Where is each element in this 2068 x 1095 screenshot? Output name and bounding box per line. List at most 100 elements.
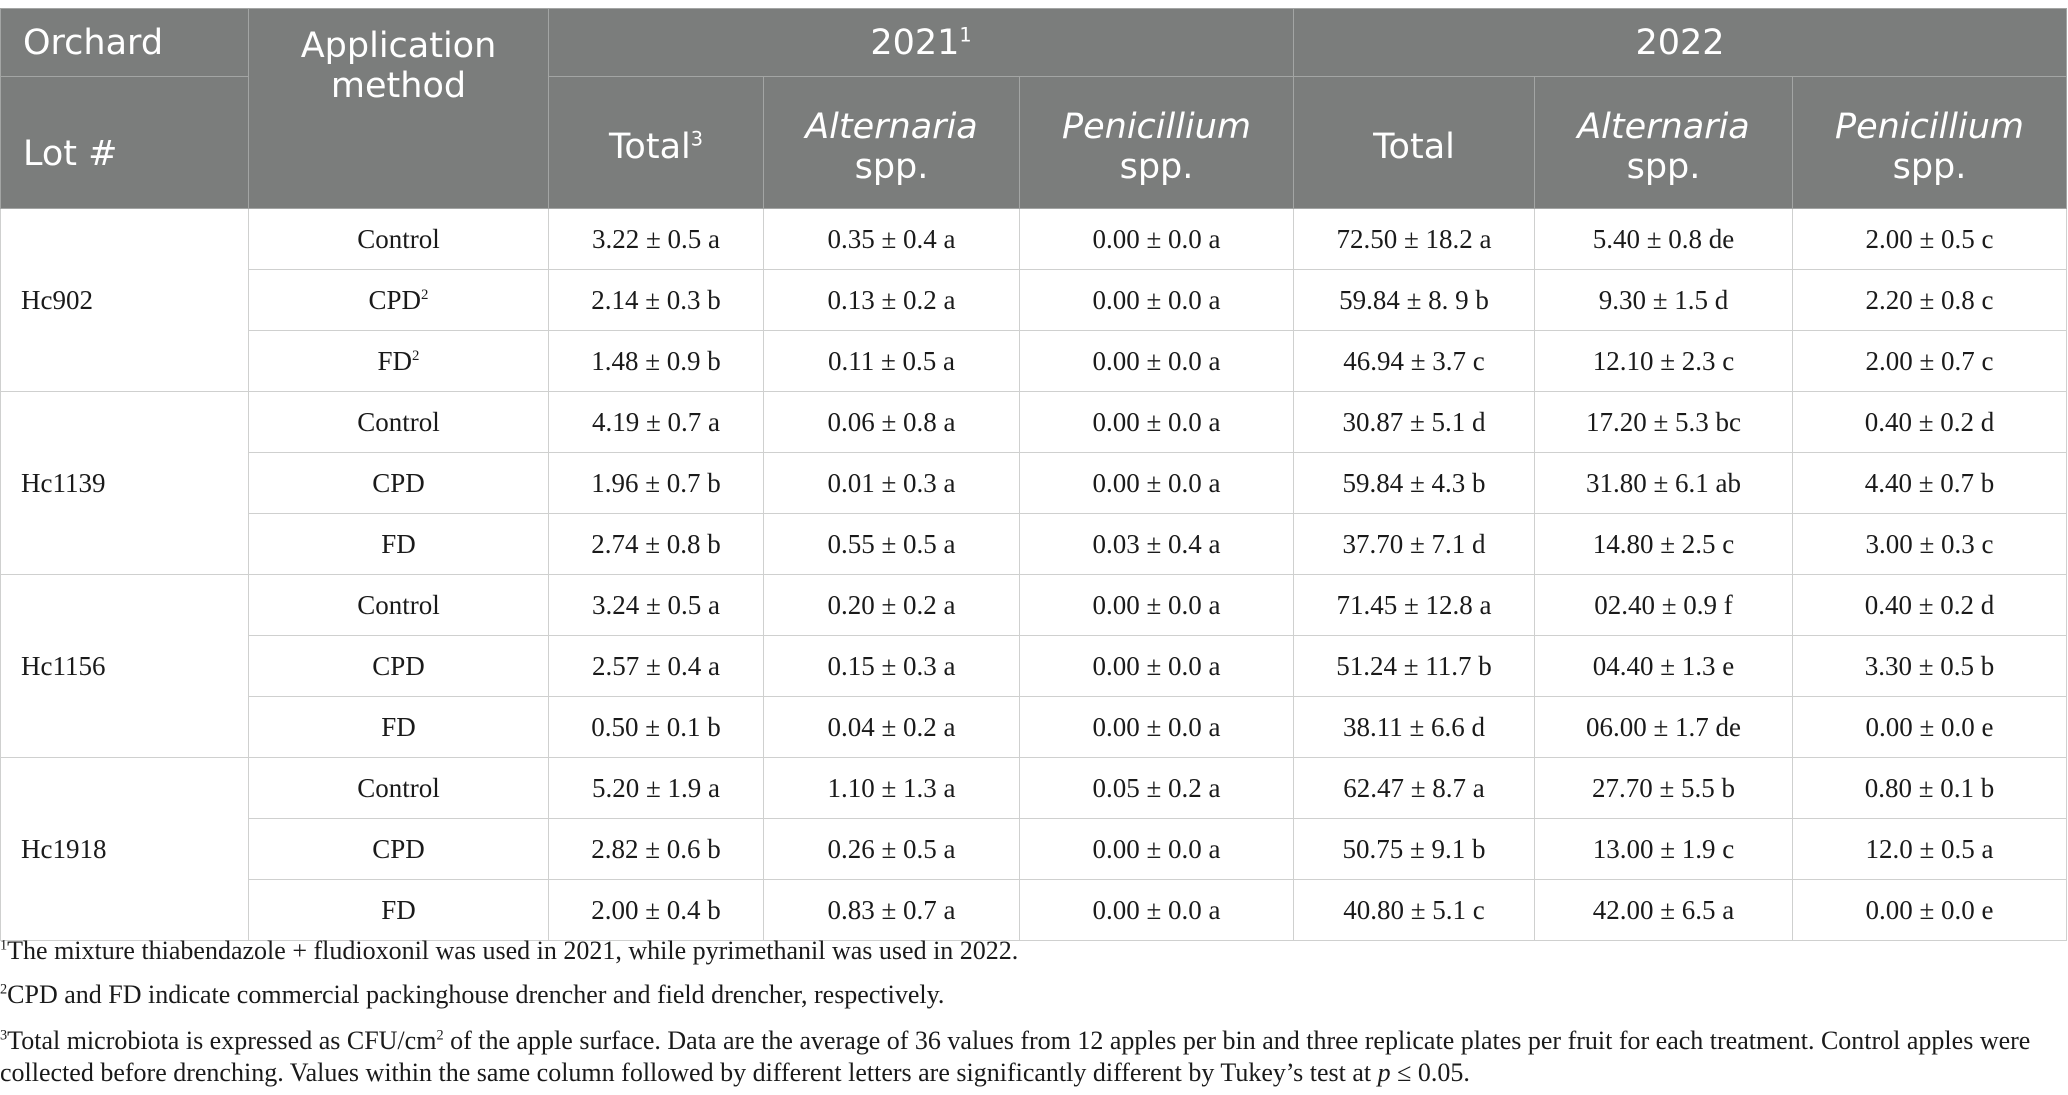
- alternaria-2021-cell: 0.20 ± 0.2 a: [763, 574, 1020, 636]
- total-2021-cell: 5.20 ± 1.9 a: [548, 757, 764, 819]
- alternaria-2022-cell: 31.80 ± 6.1 ab: [1534, 452, 1793, 514]
- table-row: CPD2 2.14 ± 0.3 b 0.13 ± 0.2 a 0.00 ± 0.…: [1, 269, 2068, 331]
- penicillium-2021-cell: 0.00 ± 0.0 a: [1019, 208, 1294, 270]
- alternaria-2022-label: Alternaria: [1577, 106, 1750, 147]
- penicillium-2021-cell: 0.00 ± 0.0 a: [1019, 391, 1294, 453]
- total-2021-cell: 2.14 ± 0.3 b: [548, 269, 764, 331]
- footnote-3: 3Total microbiota is expressed as CFU/cm…: [0, 1025, 2060, 1089]
- penicillium-2022-cell: 2.00 ± 0.5 c: [1791, 208, 2068, 270]
- penicillium-2022-cell: 3.00 ± 0.3 c: [1791, 513, 2068, 575]
- lot-name: Hc902: [0, 208, 249, 392]
- penicillium-2021-cell: 0.00 ± 0.0 a: [1019, 696, 1294, 758]
- alternaria-2022-cell: 17.20 ± 5.3 bc: [1534, 391, 1793, 453]
- lot-header: Lot #: [0, 76, 249, 209]
- penicillium-2021-cell: 0.05 ± 0.2 a: [1019, 757, 1294, 819]
- penicillium-2022-cell: 0.00 ± 0.0 e: [1791, 879, 2068, 941]
- footnote-3-text-a: Total microbiota is expressed as CFU/cm: [7, 1026, 437, 1055]
- footnote-1: 1The mixture thiabendazole + fludioxonil…: [0, 935, 2060, 967]
- alternaria-2022-cell: 9.30 ± 1.5 d: [1534, 269, 1793, 331]
- alternaria-2021-cell: 0.06 ± 0.8 a: [763, 391, 1020, 453]
- method-cell: Control: [248, 391, 549, 453]
- alternaria-2022-header: Alternaria spp.: [1534, 76, 1793, 209]
- header-row-top: Orchard Application method 20211 2022: [0, 8, 2068, 209]
- total-2022-cell: 46.94 ± 3.7 c: [1293, 330, 1535, 392]
- footnote-2: 2CPD and FD indicate commercial packingh…: [0, 979, 2060, 1011]
- penicillium-2021-cell: 0.00 ± 0.0 a: [1019, 330, 1294, 392]
- penicillium-2021-cell: 0.00 ± 0.0 a: [1019, 574, 1294, 636]
- method-cell: FD: [248, 879, 549, 941]
- method-cell: Control: [248, 757, 549, 819]
- penicillium-2021-spp: spp.: [1119, 146, 1194, 187]
- penicillium-2021-cell: 0.00 ± 0.0 a: [1019, 635, 1294, 697]
- penicillium-2021-cell: 0.00 ± 0.0 a: [1019, 818, 1294, 880]
- alternaria-2021-cell: 0.11 ± 0.5 a: [763, 330, 1020, 392]
- total-2022-cell: 30.87 ± 5.1 d: [1293, 391, 1535, 453]
- footnotes: 1The mixture thiabendazole + fludioxonil…: [0, 935, 2060, 1089]
- penicillium-2022-header: Penicillium spp.: [1791, 76, 2068, 209]
- total-2021-cell: 3.24 ± 0.5 a: [548, 574, 764, 636]
- method-cell: FD: [248, 513, 549, 575]
- total-2021-cell: 2.82 ± 0.6 b: [548, 818, 764, 880]
- total-2021-header: Total3: [548, 76, 764, 209]
- alternaria-2022-cell: 06.00 ± 1.7 de: [1534, 696, 1793, 758]
- penicillium-2022-cell: 3.30 ± 0.5 b: [1791, 635, 2068, 697]
- total-2022-cell: 40.80 ± 5.1 c: [1293, 879, 1535, 941]
- penicillium-2021-cell: 0.00 ± 0.0 a: [1019, 879, 1294, 941]
- table-row: CPD 1.96 ± 0.7 b 0.01 ± 0.3 a 0.00 ± 0.0…: [1, 452, 2068, 514]
- year-2021-label: 2021: [870, 22, 960, 63]
- alternaria-2022-cell: 02.40 ± 0.9 f: [1534, 574, 1793, 636]
- alternaria-2021-label: Alternaria: [805, 106, 978, 147]
- footnote-1-marker: 1: [0, 937, 8, 954]
- total-2021-cell: 1.96 ± 0.7 b: [548, 452, 764, 514]
- alternaria-2022-cell: 5.40 ± 0.8 de: [1534, 208, 1793, 270]
- total-2021-cell: 2.57 ± 0.4 a: [548, 635, 764, 697]
- orchard-header: Orchard: [0, 8, 249, 77]
- footnote-3-p-symbol: p: [1377, 1058, 1391, 1087]
- penicillium-2022-label: Penicillium: [1835, 106, 2024, 147]
- total-2021-cell: 4.19 ± 0.7 a: [548, 391, 764, 453]
- total-2022-cell: 50.75 ± 9.1 b: [1293, 818, 1535, 880]
- total-2021-label: Total: [609, 126, 691, 167]
- alternaria-2021-header: Alternaria spp.: [763, 76, 1020, 209]
- alternaria-2021-cell: 0.26 ± 0.5 a: [763, 818, 1020, 880]
- penicillium-2021-label: Penicillium: [1062, 106, 1251, 147]
- application-method-header: Application method: [248, 8, 549, 209]
- lot-name: Hc1156: [0, 574, 249, 758]
- header-row-bottom: Lot # Total3 Alternaria spp. Penicillium s…: [0, 76, 2068, 209]
- penicillium-2021-cell: 0.00 ± 0.0 a: [1019, 452, 1294, 514]
- alternaria-2022-cell: 13.00 ± 1.9 c: [1534, 818, 1793, 880]
- alternaria-2022-cell: 14.80 ± 2.5 c: [1534, 513, 1793, 575]
- penicillium-2022-cell: 4.40 ± 0.7 b: [1791, 452, 2068, 514]
- alternaria-2021-cell: 0.35 ± 0.4 a: [763, 208, 1020, 270]
- alternaria-2022-cell: 27.70 ± 5.5 b: [1534, 757, 1793, 819]
- table-row: CPD 2.57 ± 0.4 a 0.15 ± 0.3 a 0.00 ± 0.0…: [1, 635, 2068, 697]
- table-body: Hc902 Control 3.22 ± 0.5 a 0.35 ± 0.4 a …: [0, 208, 2068, 941]
- table-row: FD2 1.48 ± 0.9 b 0.11 ± 0.5 a 0.00 ± 0.0…: [1, 330, 2068, 392]
- footnote-3-text-b: of the apple surface. Data are the avera…: [0, 1026, 2031, 1087]
- total-2021-cell: 2.74 ± 0.8 b: [548, 513, 764, 575]
- alternaria-2021-cell: 1.10 ± 1.3 a: [763, 757, 1020, 819]
- year-2022-header: 2022: [1292, 8, 2068, 77]
- total-2022-cell: 51.24 ± 11.7 b: [1293, 635, 1535, 697]
- penicillium-2022-cell: 12.0 ± 0.5 a: [1791, 818, 2068, 880]
- method-cell: CPD: [248, 635, 549, 697]
- total-2022-cell: 59.84 ± 8. 9 b: [1293, 269, 1535, 331]
- alternaria-2022-cell: 04.40 ± 1.3 e: [1534, 635, 1793, 697]
- penicillium-2022-cell: 2.00 ± 0.7 c: [1791, 330, 2068, 392]
- method-cell: Control: [248, 208, 549, 270]
- total-2022-cell: 37.70 ± 7.1 d: [1293, 513, 1535, 575]
- year-2021-header: 20211: [548, 8, 1294, 77]
- alternaria-2021-cell: 0.01 ± 0.3 a: [763, 452, 1020, 514]
- results-table: Orchard Application method 20211 2022 Lo…: [0, 8, 2068, 941]
- total-2022-cell: 38.11 ± 6.6 d: [1293, 696, 1535, 758]
- table-row: FD 0.50 ± 0.1 b 0.04 ± 0.2 a 0.00 ± 0.0 …: [1, 696, 2068, 758]
- alternaria-2021-cell: 0.55 ± 0.5 a: [763, 513, 1020, 575]
- method-cell: FD: [248, 696, 549, 758]
- alternaria-2022-cell: 42.00 ± 6.5 a: [1534, 879, 1793, 941]
- table-row: FD 2.74 ± 0.8 b 0.55 ± 0.5 a 0.03 ± 0.4 …: [1, 513, 2068, 575]
- method-cell: CPD: [248, 818, 549, 880]
- alternaria-2021-cell: 0.04 ± 0.2 a: [763, 696, 1020, 758]
- alternaria-2021-cell: 0.15 ± 0.3 a: [763, 635, 1020, 697]
- alternaria-2021-cell: 0.83 ± 0.7 a: [763, 879, 1020, 941]
- penicillium-2022-cell: 0.40 ± 0.2 d: [1791, 391, 2068, 453]
